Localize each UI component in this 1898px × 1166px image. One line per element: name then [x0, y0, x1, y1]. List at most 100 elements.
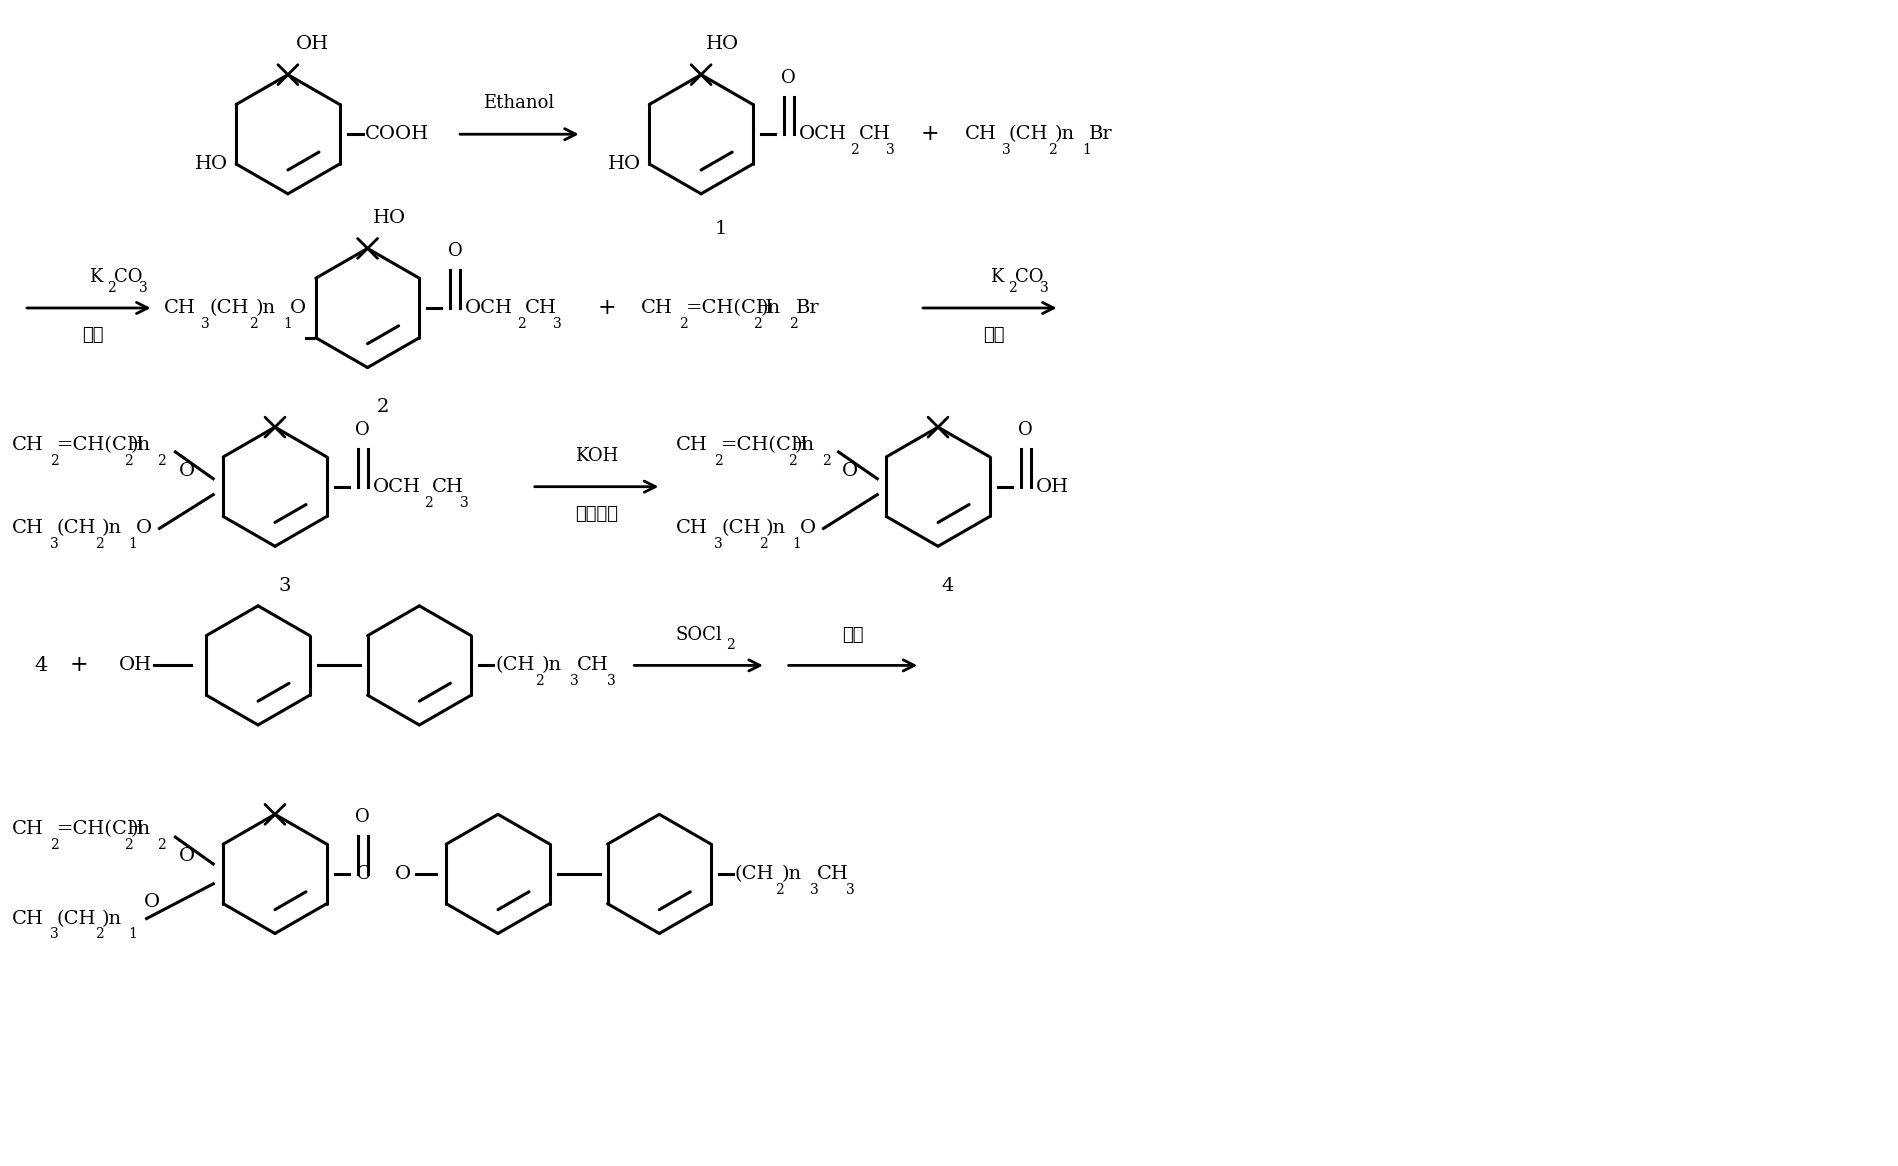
- Text: O: O: [841, 462, 858, 479]
- Text: )n: )n: [782, 865, 801, 883]
- Text: )n: )n: [256, 298, 275, 317]
- Text: )n: )n: [761, 298, 780, 317]
- Text: (CH: (CH: [209, 298, 249, 317]
- Text: 4: 4: [34, 656, 47, 675]
- Text: O: O: [178, 462, 194, 479]
- Text: 3: 3: [605, 674, 615, 688]
- Text: 3: 3: [886, 143, 894, 157]
- Text: OH: OH: [118, 656, 152, 674]
- Text: Ethanol: Ethanol: [482, 94, 554, 112]
- Text: COOH: COOH: [364, 125, 429, 143]
- Text: )n: )n: [131, 436, 150, 454]
- Text: 1: 1: [791, 538, 801, 552]
- Text: 3: 3: [809, 883, 818, 897]
- Text: 2: 2: [106, 281, 116, 295]
- Text: 3: 3: [139, 281, 148, 295]
- Text: )n: )n: [1053, 125, 1074, 143]
- Text: +: +: [921, 124, 940, 146]
- Text: HO: HO: [607, 155, 642, 173]
- Text: 4: 4: [941, 577, 953, 595]
- Text: KOH: KOH: [575, 447, 619, 465]
- Text: 2: 2: [1008, 281, 1015, 295]
- Text: 3: 3: [847, 883, 854, 897]
- Text: 2: 2: [516, 317, 526, 331]
- Text: Br: Br: [795, 298, 818, 317]
- Text: 2: 2: [123, 838, 133, 852]
- Text: 2: 2: [95, 927, 104, 941]
- Text: K: K: [989, 268, 1002, 286]
- Text: 2: 2: [774, 883, 784, 897]
- Text: 2: 2: [95, 538, 104, 552]
- Text: CH: CH: [433, 478, 463, 496]
- Text: CH: CH: [816, 865, 848, 883]
- Text: (CH: (CH: [735, 865, 774, 883]
- Text: 1: 1: [1082, 143, 1091, 157]
- Text: 3: 3: [714, 538, 723, 552]
- Text: )n: )n: [793, 436, 814, 454]
- Text: 2: 2: [423, 496, 433, 510]
- Text: O: O: [1017, 421, 1033, 440]
- Text: )n: )n: [541, 656, 562, 674]
- Text: OCH: OCH: [799, 125, 847, 143]
- Text: CH: CH: [964, 125, 996, 143]
- Text: C: C: [357, 865, 370, 883]
- Text: CH: CH: [577, 656, 607, 674]
- Text: 1: 1: [283, 317, 292, 331]
- Text: HO: HO: [372, 209, 406, 226]
- Text: 1: 1: [129, 927, 137, 941]
- Text: 2: 2: [1048, 143, 1055, 157]
- Text: 3: 3: [552, 317, 562, 331]
- Text: 2: 2: [49, 454, 59, 468]
- Text: CH: CH: [676, 519, 708, 538]
- Text: )n: )n: [102, 909, 121, 928]
- Text: =CH(CH: =CH(CH: [721, 436, 809, 454]
- Text: SOCl: SOCl: [676, 626, 721, 644]
- Text: 2: 2: [249, 317, 258, 331]
- Text: CH: CH: [642, 298, 674, 317]
- Text: CH: CH: [11, 519, 44, 538]
- Text: O: O: [355, 421, 370, 440]
- Text: 1: 1: [129, 538, 137, 552]
- Text: HO: HO: [195, 155, 228, 173]
- Text: O: O: [144, 893, 159, 911]
- Text: 3: 3: [49, 927, 59, 941]
- Text: O: O: [799, 519, 816, 538]
- Text: 2: 2: [123, 454, 133, 468]
- Text: CO: CO: [114, 268, 142, 286]
- Text: 2: 2: [727, 639, 735, 653]
- Text: Br: Br: [1089, 125, 1112, 143]
- Text: O: O: [135, 519, 152, 538]
- Text: OCH: OCH: [372, 478, 419, 496]
- Text: =CH(CH: =CH(CH: [685, 298, 774, 317]
- Text: 1: 1: [714, 219, 727, 238]
- Text: OCH: OCH: [465, 298, 512, 317]
- Text: 2: 2: [158, 838, 167, 852]
- Text: 2: 2: [535, 674, 543, 688]
- Text: 2: 2: [376, 399, 389, 416]
- Text: =CH(CH: =CH(CH: [57, 820, 144, 838]
- Text: 3: 3: [201, 317, 211, 331]
- Text: (CH: (CH: [57, 909, 97, 928]
- Text: 乙醇和水: 乙醇和水: [575, 505, 617, 522]
- Text: +: +: [70, 654, 87, 676]
- Text: 氯仿: 氯仿: [841, 626, 864, 644]
- Text: +: +: [596, 297, 615, 319]
- Text: 3: 3: [279, 577, 290, 595]
- Text: )n: )n: [131, 820, 150, 838]
- Text: 2: 2: [788, 317, 797, 331]
- Text: 2: 2: [759, 538, 767, 552]
- Text: CH: CH: [11, 820, 44, 838]
- Text: 2: 2: [158, 454, 167, 468]
- Text: CH: CH: [858, 125, 890, 143]
- Text: HO: HO: [706, 35, 738, 52]
- Text: CH: CH: [11, 909, 44, 928]
- Text: 丙酮: 丙酮: [983, 325, 1004, 344]
- Text: 丙酮: 丙酮: [82, 325, 102, 344]
- Text: 3: 3: [569, 674, 579, 688]
- Text: O: O: [448, 243, 463, 260]
- Text: O: O: [395, 865, 410, 883]
- Text: 2: 2: [850, 143, 858, 157]
- Text: (CH: (CH: [721, 519, 759, 538]
- Text: CH: CH: [11, 436, 44, 454]
- Text: (CH: (CH: [495, 656, 533, 674]
